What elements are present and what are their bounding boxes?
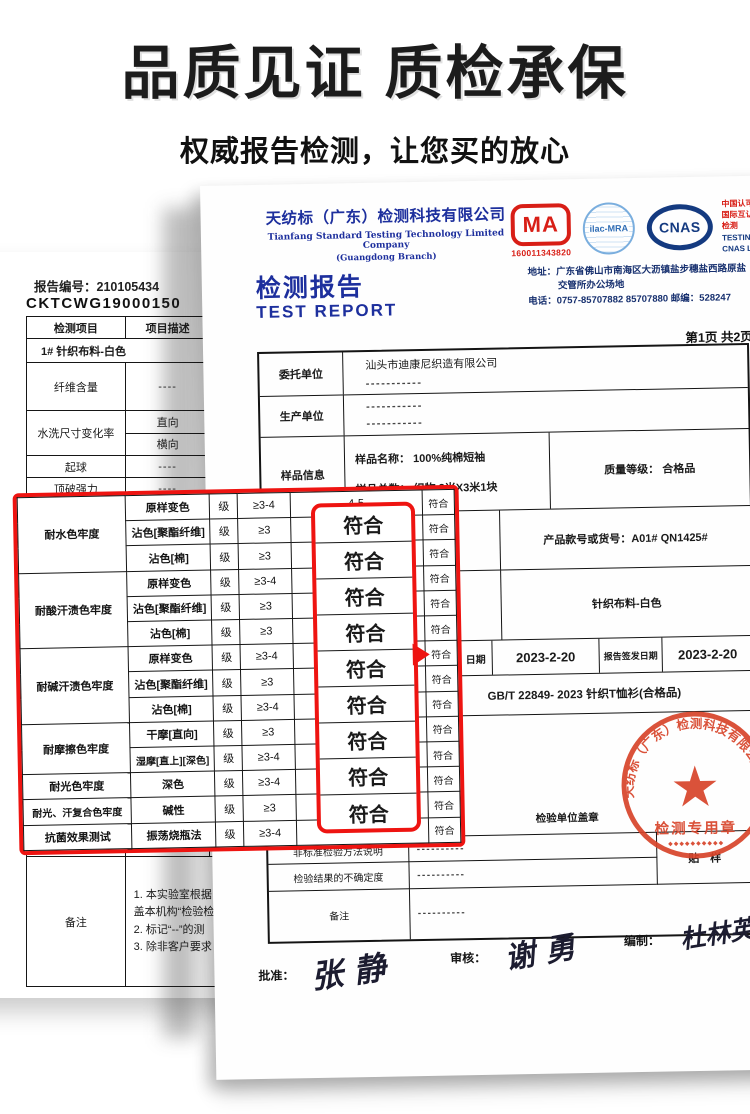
report-remark-label: 备注 [268, 888, 410, 942]
prepare-label: 编制： [623, 933, 661, 949]
manufacturer-label: 生产单位 [259, 395, 345, 437]
cma-logo-icon: MA 160011343820 [508, 203, 573, 258]
product-number: 产品款号或货号：A01# QN1425# [543, 531, 708, 547]
approve-label: 批准： [258, 968, 295, 984]
group-water-fastness: 耐水色牢度 [17, 495, 127, 574]
banner: 品质见证 质检承保 权威报告检测，让您买的放心 [0, 0, 750, 170]
ilac-mra-logo-icon: ilac-MRA [582, 202, 636, 255]
client-value: 汕头市迪康尼织造有限公司 ----------- [365, 357, 498, 390]
report-code: CKTCWG19000150 [26, 295, 182, 312]
col-header-desc: 项目描述 [124, 316, 211, 339]
stamp-star-icon: ★ [669, 755, 720, 819]
report-number: 报告编号：210105434 [34, 280, 160, 294]
group-antibacterial-test: 抗菌效果测试 [23, 823, 133, 851]
lab-branch: (Guangdong Branch) [335, 251, 437, 264]
col-header-item: 检测项目 [26, 316, 126, 339]
issue-date-label: 报告签发日期 [599, 637, 663, 673]
cnas-logo-icon: CNAS [646, 203, 714, 251]
lab-name-block: 天纺标（广东）检测科技有限公司 Tianfang Standard Testin… [250, 202, 521, 265]
signature-row: 批准： 张 静 审核： 谢 勇 编制： 杜林英 [252, 914, 750, 1012]
group-light-sweat-fastness: 耐光、汗复合色牢度 [22, 798, 132, 826]
page-subtitle: 权威报告检测，让您买的放心 [179, 136, 570, 168]
report-title-en: TEST REPORT [256, 300, 398, 322]
verdict-callout: 符合 符合 符合 符合 符合 符合 符合 符合 符合 [310, 501, 422, 834]
client-label: 委托单位 [259, 352, 344, 396]
page-title: 品质见证 质检承保 [121, 41, 629, 106]
lab-name-cn: 天纺标（广东）检测科技有限公司 [265, 206, 506, 228]
manufacturer-value: ----------- ----------- [365, 399, 424, 430]
remark-label: 备注 [26, 856, 126, 987]
test-date: 2023-2-20 [492, 638, 600, 675]
report-title-cn: 检测报告 [255, 273, 365, 303]
group-light-fastness: 耐光色牢度 [22, 772, 132, 801]
quality-grade: 质量等级： 合格品 [548, 428, 750, 509]
approve-signature: 张 静 [308, 948, 389, 997]
svg-text:◆◆◆◆◆◆◆◆◆◆: ◆◆◆◆◆◆◆◆◆◆ [668, 841, 724, 848]
uncertainty-label: 检验结果的不确定度 [268, 861, 409, 892]
lab-address-block: 地址：广东省佛山市南海区大沥镇盐步穗盐西路原盐 交管所办公场地 电话：0757-… [528, 262, 750, 309]
test-report-page: 天纺标（广东）检测科技有限公司 Tianfang Standard Testin… [200, 175, 750, 1080]
row-fiber-label: 纤维含量 [26, 362, 126, 411]
row-pilling-label: 起球 [26, 455, 126, 478]
fabric-name: 针织布料-白色 [591, 597, 662, 611]
stamp-type-text: 检测专用章 [654, 818, 737, 838]
accreditation-text: 中国认可 国际互认 检测 TESTING CNAS L9 [721, 198, 750, 254]
group-alkali-sweat-fastness: 耐碱汗渍色牢度 [20, 646, 130, 725]
issue-date: 2023-2-20 [677, 645, 738, 662]
cma-number: 160011343820 [511, 247, 572, 259]
row-wash-label: 水洗尺寸变化率 [26, 410, 126, 456]
lab-name-en: Tianfang Standard Testing Technology Lim… [267, 228, 505, 252]
group-rubbing-fastness: 耐摩擦色牢度 [21, 722, 131, 775]
inspection-stamp-icon: 天纺标（广东）检测科技有限公司 ★ 检测专用章 ◆◆◆◆◆◆◆◆◆◆ [620, 711, 750, 859]
results-highlight-box: 耐水色牢度 原样变色 级 ≥3-4 4-5 符合 沾色[聚酯纤维] 级 ≥3 符… [12, 484, 466, 856]
review-label: 审核： [450, 950, 487, 966]
group-acid-sweat-fastness: 耐酸汗渍色牢度 [18, 571, 129, 649]
